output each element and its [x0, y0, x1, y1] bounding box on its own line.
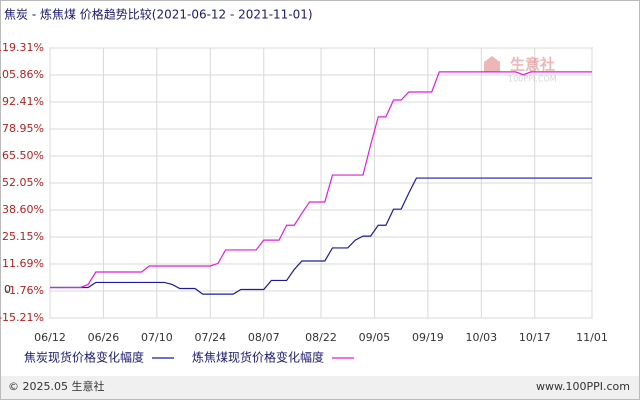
y-tick-label: 92.41%: [2, 95, 44, 108]
y-tick-label: 38.60%: [2, 203, 44, 216]
y-tick-label: 65.50%: [2, 149, 44, 162]
y-tick-label: 119.31%: [0, 41, 44, 54]
y-tick-label: -15.21%: [0, 311, 44, 324]
y-tick-label: 78.95%: [2, 122, 44, 135]
x-tick-label: 11/01: [576, 331, 608, 344]
x-tick-label: 09/19: [412, 331, 444, 344]
y-tick-label: -1.76%: [5, 284, 44, 297]
legend-label: 炼焦煤现货价格变化幅度: [192, 350, 324, 365]
x-tick-label: 10/17: [519, 331, 551, 344]
legend-label: 焦炭现货价格变化幅度: [24, 350, 144, 365]
series-line: [50, 71, 592, 289]
x-tick-label: 09/05: [359, 331, 391, 344]
y-tick-label: 25.15%: [2, 230, 44, 243]
x-tick-label: 06/26: [88, 331, 120, 344]
y-tick-label: 11.69%: [2, 257, 44, 270]
x-tick-label: 07/10: [141, 331, 173, 344]
footer-copyright: © 2025.05 生意社: [8, 379, 104, 393]
watermark: 生意社 100PPI.COM: [484, 56, 557, 84]
chart-title: 焦炭 - 炼焦煤 价格趋势比较(2021-06-12 - 2021-11-01): [4, 7, 313, 22]
x-tick-label: 08/22: [305, 331, 337, 344]
watermark-name: 生意社: [510, 56, 555, 74]
footer-site: www.100PPI.com: [536, 380, 630, 393]
series-line: [50, 177, 592, 295]
zero-label: 0: [4, 283, 11, 296]
y-tick-label: 52.05%: [2, 176, 44, 189]
y-tick-label: 105.86%: [0, 68, 44, 81]
x-tick-label: 10/03: [465, 331, 497, 344]
watermark-site: 100PPI.COM: [508, 75, 557, 84]
footer-band: [1, 376, 639, 399]
x-tick-label: 08/07: [248, 331, 280, 344]
x-tick-label: 06/12: [34, 331, 66, 344]
x-tick-label: 07/24: [194, 331, 226, 344]
watermark-logo: [484, 56, 500, 72]
